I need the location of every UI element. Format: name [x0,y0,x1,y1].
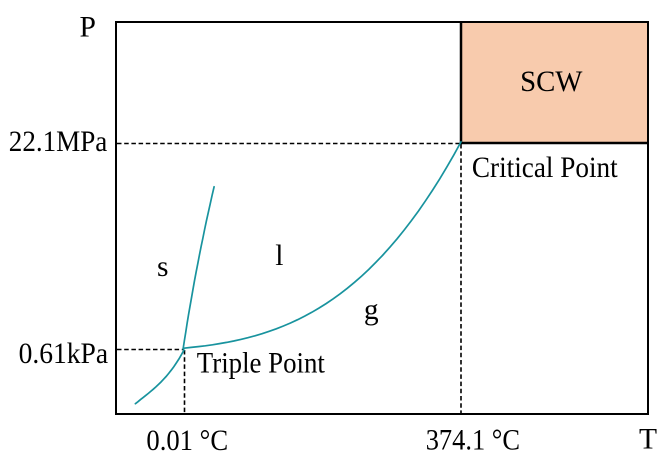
svg-text:Critical Point: Critical Point [472,152,619,184]
svg-text:0.01 °C: 0.01 °C [146,425,228,457]
svg-text:P: P [79,12,95,44]
svg-text:g: g [364,294,379,326]
svg-text:SCW: SCW [520,66,583,98]
svg-text:T: T [639,424,657,456]
svg-text:0.61kPa: 0.61kPa [19,338,109,370]
svg-text:Triple Point: Triple Point [197,347,326,379]
svg-text:22.1MPa: 22.1MPa [9,126,108,158]
svg-text:374.1 °C: 374.1 °C [426,425,520,457]
svg-text:s: s [157,251,168,283]
svg-text:l: l [275,240,283,272]
